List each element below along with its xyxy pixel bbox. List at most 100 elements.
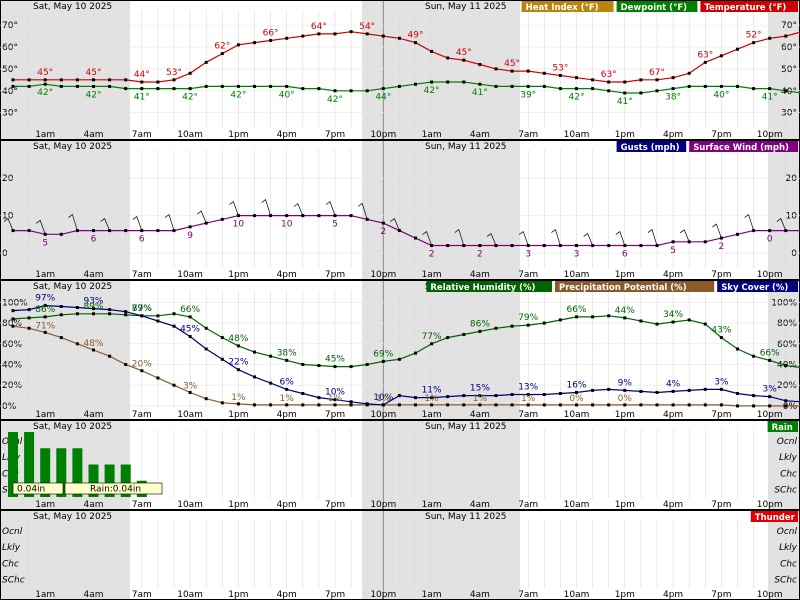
relative-humidity-point: [671, 320, 675, 324]
sky-cover-point: [655, 390, 659, 394]
y-tick-label-right: 10: [786, 212, 798, 222]
x-tick-label: 7pm: [325, 270, 345, 280]
relative-humidity-point: [526, 323, 530, 327]
dewpoint-point: [784, 89, 788, 93]
temperature-point: [59, 78, 63, 82]
x-tick-label: 7pm: [325, 410, 345, 420]
date-label-sat: Sat, May 10 2025: [33, 282, 112, 292]
precip-potential-point: [253, 403, 256, 407]
pop-data-label: 1%: [376, 394, 391, 404]
dewpoint-data-label: 42°: [182, 93, 198, 103]
rain-bar: [8, 432, 18, 497]
relative-humidity-point: [108, 312, 112, 316]
relative-humidity-point: [75, 312, 79, 316]
x-tick-label: 10am: [177, 590, 203, 600]
precip-potential-point: [414, 403, 417, 407]
precip-potential-point: [108, 354, 112, 358]
relative-humidity-point: [253, 350, 256, 354]
temperature-point: [43, 78, 47, 82]
y-tick-label: 30°: [2, 109, 18, 119]
pop-data-label: 1%: [473, 394, 488, 404]
night-band: [768, 0, 800, 140]
sky-cover-point: [59, 305, 63, 308]
temperature-point: [156, 80, 160, 84]
surface-wind-point: [703, 240, 707, 244]
dewpoint-data-label: 39°: [520, 90, 536, 100]
wind-barb: [100, 218, 110, 231]
rh-data-label: 79%: [518, 313, 538, 323]
dewpoint-point: [301, 87, 305, 91]
dewpoint-point: [736, 84, 739, 88]
dewpoint-point: [462, 80, 466, 84]
precip-potential-point: [703, 403, 707, 407]
sky-cover-point: [526, 393, 530, 397]
surface-wind-point: [736, 232, 739, 236]
relative-humidity-point: [27, 316, 31, 320]
legend-entry: Temperature (°F): [704, 3, 786, 13]
sky-cover-point: [494, 394, 498, 398]
x-tick-label: 4am: [470, 590, 490, 600]
x-tick-label: 7pm: [711, 130, 731, 140]
x-tick-label: 1pm: [615, 500, 635, 510]
wind-barb: [293, 203, 304, 216]
temperature-point: [108, 78, 112, 82]
x-tick-label: 1am: [35, 130, 55, 140]
sky-data-label: 77%: [132, 304, 152, 314]
y-tick-label: 60%: [2, 340, 22, 350]
x-tick-label: 10pm: [757, 410, 783, 420]
rain-amount-box: [12, 482, 64, 495]
x-tick-label: 4pm: [277, 270, 297, 280]
sky-cover-point: [381, 403, 385, 407]
x-tick-label: 10am: [177, 130, 203, 140]
x-tick-label: 4pm: [663, 410, 683, 420]
category-label: Ocnl: [2, 527, 23, 537]
precip-potential-point: [510, 403, 514, 407]
x-tick-label: 1pm: [228, 130, 248, 140]
relative-humidity-point: [687, 318, 691, 322]
legend-swatch: [767, 421, 798, 432]
relative-humidity-point: [752, 354, 756, 358]
sky-cover-point: [542, 393, 546, 397]
date-label-sun: Sun, May 11 2025: [425, 422, 507, 432]
dewpoint-data-label: 44°: [375, 93, 391, 103]
sky-cover-point: [784, 399, 788, 403]
legend-entry: Thunder: [755, 513, 796, 523]
precip-potential-point: [736, 404, 739, 408]
temperature-point: [591, 78, 595, 82]
dewpoint-point: [510, 84, 514, 88]
dewpoint-data-label: 42°: [86, 90, 102, 100]
dewpoint-point: [317, 87, 321, 91]
wind-data-label: 3: [574, 250, 580, 260]
sky-cover-point: [27, 308, 31, 312]
x-tick-label: 10am: [564, 130, 590, 140]
y-tick-label: 20: [2, 174, 14, 184]
temperature-data-label: 67°: [649, 68, 665, 78]
relative-humidity-point: [204, 326, 208, 330]
night-band: [362, 420, 520, 510]
wind-data-label: 10: [233, 220, 245, 230]
temperature-point: [75, 78, 79, 82]
precip-potential-point: [172, 383, 176, 387]
x-tick-label: 4am: [470, 500, 490, 510]
pop-data-label: 71%: [35, 321, 55, 331]
dewpoint-point: [204, 84, 208, 88]
dewpoint-point: [446, 80, 450, 84]
wind-barb: [196, 210, 207, 224]
x-tick-label: 1am: [422, 270, 442, 280]
dewpoint-point: [124, 87, 128, 91]
surface-wind-point: [510, 244, 514, 248]
temperature-point: [11, 78, 15, 82]
wind-barb: [35, 219, 46, 235]
temperature-point: [333, 32, 337, 36]
surface-wind-point: [478, 244, 482, 248]
temperature-point: [381, 34, 385, 38]
relative-humidity-point: [494, 326, 498, 330]
dewpoint-point: [575, 87, 578, 91]
sky-cover-point: [253, 375, 256, 379]
sky-data-label: 3%: [763, 385, 778, 395]
legend-entry: Precipitation Potential (%): [559, 283, 687, 293]
dewpoint-point: [140, 87, 144, 91]
temperature-point: [414, 41, 417, 45]
